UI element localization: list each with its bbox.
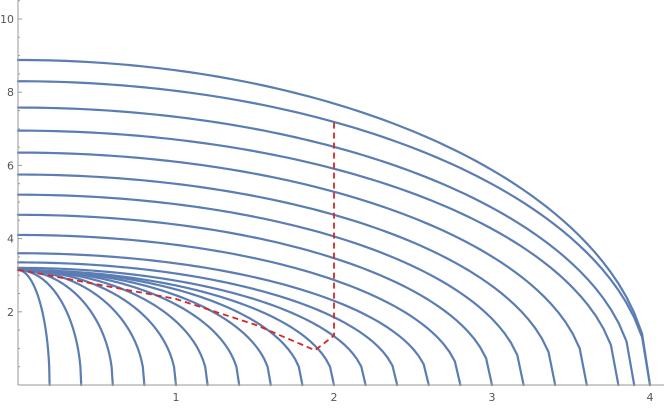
x-tick-label: 2 <box>331 391 338 404</box>
curve-20 <box>16 106 636 387</box>
axes <box>17 0 664 386</box>
y-tick-label: 10 <box>0 13 14 26</box>
x-tick-label: 1 <box>173 391 180 404</box>
y-tick-label: 2 <box>7 306 14 319</box>
curve-16 <box>16 193 525 387</box>
overlay-paths <box>17 119 335 352</box>
y-tick-label: 6 <box>7 159 14 172</box>
y-tick-label: 8 <box>7 86 14 99</box>
x-tick-label: 4 <box>647 391 654 404</box>
curve-21 <box>16 80 652 387</box>
curve-14 <box>16 233 462 387</box>
curve-9 <box>16 268 304 387</box>
curve-13 <box>16 252 430 387</box>
curve-17 <box>16 173 557 387</box>
x-tick-label: 3 <box>489 391 496 404</box>
curve-10 <box>16 268 336 387</box>
ticks: 1 2 3 4 2 4 6 8 10 <box>0 0 654 404</box>
curve-family <box>16 58 652 387</box>
curve-15 <box>16 213 494 387</box>
curve-18 <box>16 151 588 387</box>
curve-22 <box>16 58 652 387</box>
dashed-path <box>17 119 335 352</box>
curve-19 <box>16 129 620 387</box>
curve-12 <box>16 261 399 387</box>
curve-8 <box>16 268 272 387</box>
curve-1 <box>16 268 51 387</box>
y-tick-label: 4 <box>7 233 14 246</box>
curve-11 <box>16 266 367 387</box>
